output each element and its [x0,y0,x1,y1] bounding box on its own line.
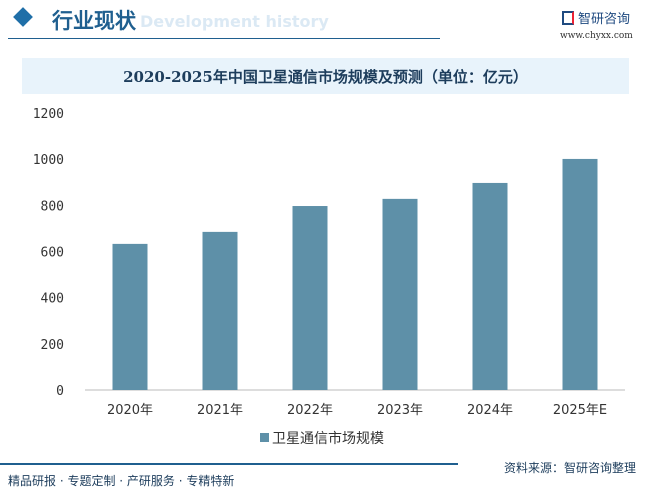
footer-divider [0,463,458,465]
x-tick-label: 2023年 [377,403,423,418]
bar-5 [562,158,598,390]
footer-source: 资料来源：智研咨询整理 [504,461,637,475]
y-tick-label: 800 [41,199,64,214]
y-tick-label: 0 [56,384,64,399]
x-tick-label: 2020年 [107,403,153,418]
y-tick-label: 1000 [33,153,64,168]
logo-url: www.chyxx.com [560,31,633,41]
header-ghost-text: Development history [140,12,329,31]
legend-label: 卫星通信市场规模 [272,430,384,447]
bar-0 [112,243,148,390]
footer-services: 精品研报 · 专题定制 · 产研服务 · 专精特新 [8,474,235,488]
y-tick-label: 1200 [33,107,64,122]
logo-text: 智研咨询 [578,12,631,27]
y-tick-label: 200 [41,338,64,353]
logo: 智研咨询 [562,8,630,27]
x-tick-label: 2021年 [197,403,243,418]
x-tick-label: 2024年 [467,403,513,418]
bar-1 [202,231,238,390]
bar-2 [292,206,328,390]
y-tick-label: 600 [41,246,64,261]
chart-title: 2020-2025年中国卫星通信市场规模及预测（单位：亿元） [22,58,629,94]
header-divider [8,38,440,39]
bar-3 [382,198,418,390]
page-title: 行业现状 [52,9,136,33]
x-tick-label: 2025年E [553,403,607,418]
legend-swatch [260,433,269,442]
x-tick-label: 2022年 [287,403,333,418]
bar-4 [472,182,508,390]
logo-icon [562,10,574,25]
y-tick-label: 400 [41,292,64,307]
